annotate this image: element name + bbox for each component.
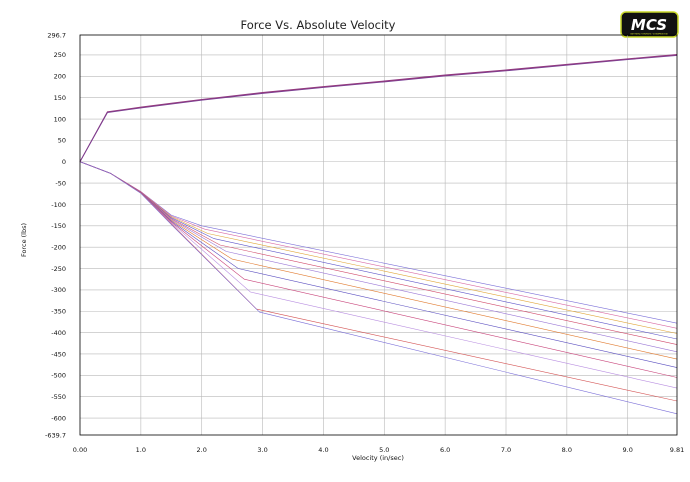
y-tick-label: -200 (51, 243, 66, 251)
y-tick-label: 250 (54, 51, 66, 59)
logo-text: MCS (631, 16, 667, 34)
y-tick-label: -150 (51, 222, 66, 230)
y-tick-label: -50 (55, 179, 66, 187)
data-series (79, 54, 678, 415)
compression-curve (79, 161, 678, 360)
x-tick-label: 2.0 (197, 446, 207, 454)
mcs-logo: MCS MOTION CONTROL SUSPENSION (620, 11, 679, 38)
y-tick-label: 200 (54, 73, 66, 81)
x-tick-label: 1.0 (136, 446, 146, 454)
compression-curve (79, 161, 678, 334)
x-tick-label: 6.0 (440, 446, 450, 454)
y-tick-label: -600 (51, 414, 66, 422)
x-tick-labels: 0.00 1.0 2.0 3.0 4.0 5.0 6.0 7.0 8.0 9.0 9.81 (73, 446, 684, 454)
x-tick-label: 9.81 (670, 446, 684, 454)
compression-curve (79, 161, 678, 329)
y-tick-label: -250 (51, 265, 66, 273)
y-tick-label: 150 (54, 94, 66, 102)
compression-curve (79, 161, 678, 340)
x-axis-label: Velocity (in/sec) (352, 454, 404, 462)
x-tick-label: 3.0 (257, 446, 267, 454)
x-tick-label: 0.00 (73, 446, 87, 454)
plot-frame (79, 34, 678, 436)
grid-lines (80, 35, 677, 435)
x-tick-label: 4.0 (318, 446, 328, 454)
compression-curve (79, 161, 678, 368)
y-tick-label: -300 (51, 286, 66, 294)
compression-curve (79, 161, 678, 402)
y-tick-label: -500 (51, 372, 66, 380)
rebound-curve (79, 54, 678, 162)
y-tick-label: -550 (51, 393, 66, 401)
y-tick-label: 100 (54, 115, 66, 123)
logo-outer (620, 11, 679, 38)
compression-curve (79, 161, 678, 415)
rebound-curve (79, 54, 678, 162)
y-tick-label: -400 (51, 329, 66, 337)
y-tick-label: -450 (51, 350, 66, 358)
compression-curve (79, 161, 678, 345)
y-tick-labels: 296.7 250 200 150 100 50 0 -50 -100 -150 -200 -250 -… (45, 31, 66, 439)
y-tick-label: -100 (51, 201, 66, 209)
y-tick-label: 0 (62, 158, 66, 166)
y-tick-label: 50 (58, 137, 66, 145)
chart-title: Force Vs. Absolute Velocity (241, 18, 396, 32)
x-tick-label: 5.0 (379, 446, 389, 454)
x-tick-label: 9.0 (623, 446, 633, 454)
x-tick-label: 8.0 (562, 446, 572, 454)
y-tick-label: -350 (51, 308, 66, 316)
compression-curve (79, 161, 678, 324)
y-tick-label: 296.7 (47, 31, 66, 39)
rebound-curve (79, 54, 678, 162)
compression-curve (79, 161, 678, 353)
y-tick-label: -639.7 (45, 431, 66, 439)
x-tick-label: 7.0 (501, 446, 511, 454)
y-axis-label: Force (lbs) (20, 223, 28, 257)
logo-tagline: MOTION CONTROL SUSPENSION (631, 33, 668, 36)
